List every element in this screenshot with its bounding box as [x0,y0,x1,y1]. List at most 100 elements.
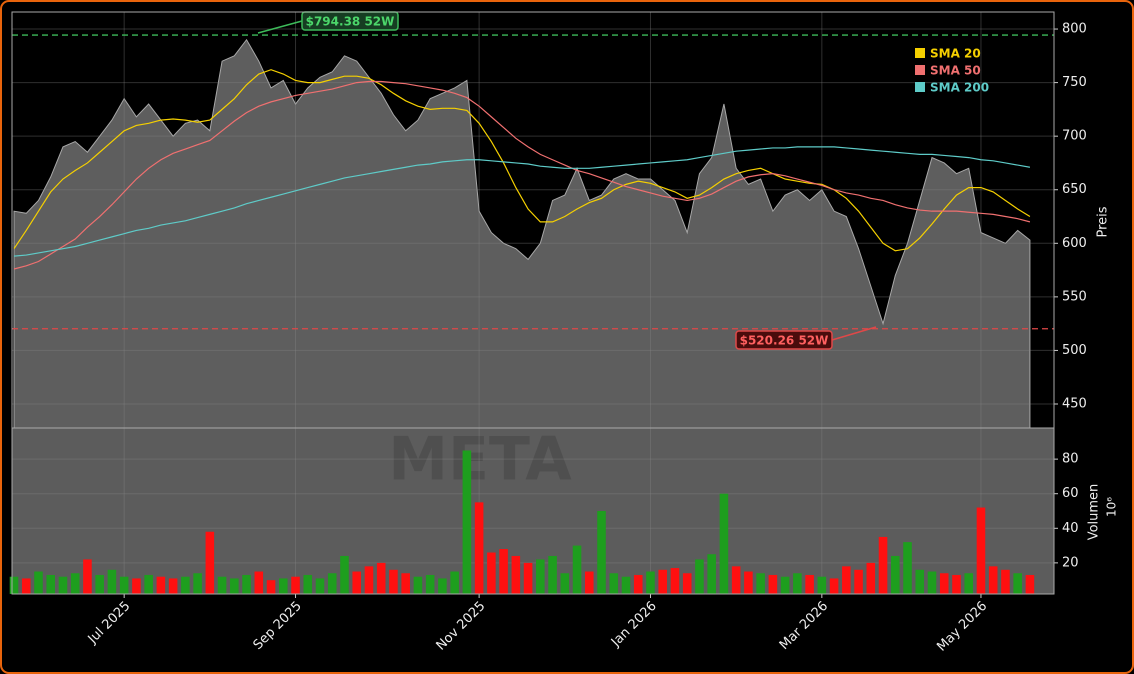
volume-bar [927,571,937,594]
volume-bar [964,573,974,594]
volume-bar [744,571,753,594]
volume-bar [364,566,374,594]
volume-bar [939,573,949,594]
volume-bar [254,571,264,594]
volume-bar [756,573,765,594]
volume-bar [1025,574,1035,594]
y-tick-label: 20 [1062,555,1079,570]
y-tick-label: 450 [1062,397,1087,412]
legend-label: SMA 200 [930,81,989,95]
annotation-arrow [257,20,303,34]
volume-bar [58,576,68,594]
legend-swatch [915,48,925,58]
y-tick-label: 750 [1062,75,1087,90]
volume-bar [719,493,729,594]
volume-bar [817,576,827,594]
legend-label: SMA 50 [930,64,981,78]
volume-bar [119,576,129,594]
volume-bar [682,573,692,594]
volume-bar [1013,573,1022,594]
volume-bar [903,542,912,594]
volume-bar [511,555,521,594]
y-tick-label: 800 [1062,22,1087,37]
annotation-label: $520.26 52W [740,334,829,348]
volume-bar [327,573,337,594]
volume-bar [560,573,570,594]
volume-bar [205,531,215,594]
volume-bar [768,574,778,594]
volume-bar [70,573,80,594]
y-tick-label: 550 [1062,289,1087,304]
volume-bar [731,566,741,594]
legend-swatch [915,82,925,92]
volume-bar [609,573,619,594]
volume-bar [584,571,594,594]
volume-bar [193,573,202,594]
volume-bar [976,507,986,594]
annotation-arrow [831,326,877,341]
volume-bar [854,569,863,594]
volume-bar [474,502,484,594]
volume-bar [695,559,704,594]
volume-bar [278,578,288,594]
y-axis-label: Preis [1096,206,1111,237]
volume-bar [83,559,92,594]
volume-bar [168,578,178,594]
sma-line [13,69,1031,252]
y-tick-label: 700 [1062,129,1087,144]
volume-bar [780,576,790,594]
volume-bar [915,569,925,594]
volume-bar [572,545,582,594]
legend-swatch [915,65,925,75]
volume-bar [401,573,410,594]
volume-bar [376,562,386,594]
volume-bar [829,578,839,594]
volume-bar [340,555,349,594]
volume-bar [389,569,398,594]
volume-bar [450,571,459,594]
y-tick-label: 80 [1062,452,1079,467]
y-axis-label: Volumen [1087,484,1102,541]
volume-bar [658,569,668,594]
sma-line [13,146,1031,257]
volume-bar [890,555,900,594]
volume-bar [315,578,325,594]
volume-bar [242,574,251,594]
volume-bar [842,566,851,594]
volume-bar [952,574,961,594]
volume-bar [805,574,814,594]
volume-bar [291,576,300,594]
volume-bar [707,554,716,594]
annotation-label: $794.38 52W [306,15,395,29]
volume-bar [462,450,472,594]
volume-bar [95,574,104,594]
y-tick-label: 500 [1062,343,1087,358]
volume-bar [621,576,631,594]
volume-bar [230,578,239,594]
volume-bar [352,571,362,594]
volume-bar [21,578,31,594]
y-axis-scale: 10⁶ [1105,497,1119,517]
volume-bar [536,559,545,594]
volume-bar [132,578,141,594]
volume-bar [487,552,496,594]
volume-bar [156,576,166,594]
volume-bar [34,571,43,594]
watermark: META [388,425,572,495]
volume-bar [548,555,557,594]
volume-bar [1001,569,1010,594]
y-tick-label: 600 [1062,236,1087,251]
volume-bar [878,536,888,594]
y-tick-label: 650 [1062,182,1087,197]
volume-bar [217,576,227,594]
volume-bar [499,549,508,594]
volume-bar [523,562,533,594]
volume-bar [413,576,423,594]
volume-bar [181,576,190,594]
volume-bar [646,571,655,594]
volume-bar [266,580,276,594]
volume-bar [793,573,802,594]
volume-frame [11,427,1055,595]
volume-bar [107,569,117,594]
